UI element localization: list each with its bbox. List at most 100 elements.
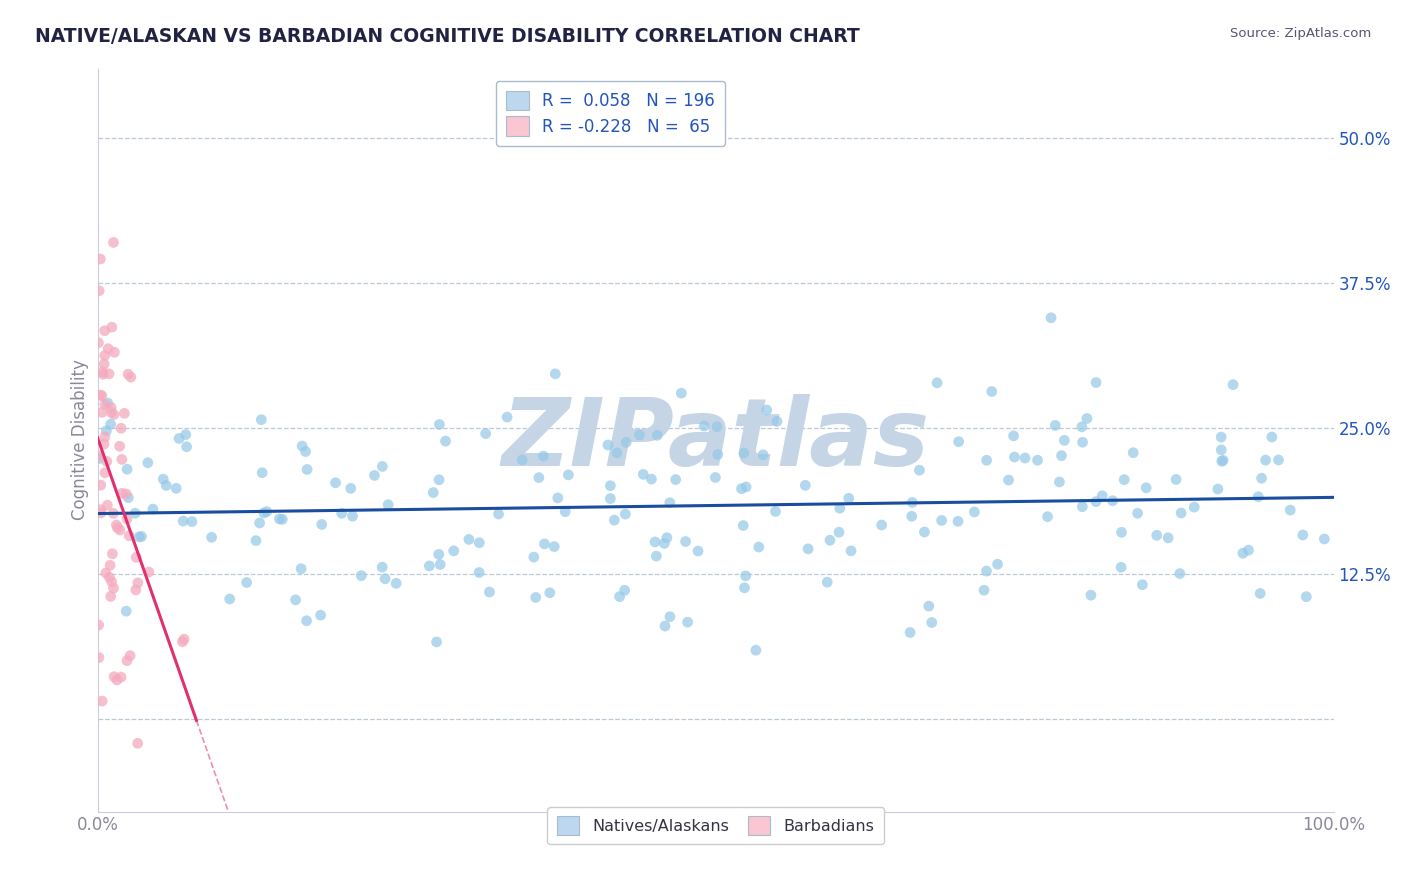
Point — [98, 367, 121, 381]
Point — [1070, 420, 1092, 434]
Point — [633, 467, 655, 482]
Point — [925, 376, 948, 390]
Point — [912, 524, 935, 539]
Point — [901, 495, 924, 509]
Point — [101, 547, 124, 561]
Point — [645, 549, 668, 563]
Point — [91, 405, 114, 419]
Point — [89, 252, 111, 266]
Point — [117, 491, 139, 505]
Point — [748, 540, 770, 554]
Point — [1254, 453, 1277, 467]
Point — [1211, 454, 1233, 468]
Point — [96, 498, 118, 512]
Point — [142, 502, 165, 516]
Point — [1002, 429, 1025, 443]
Point — [87, 449, 110, 463]
Point — [117, 368, 139, 382]
Point — [93, 324, 115, 338]
Point — [1250, 471, 1272, 485]
Point — [1004, 450, 1026, 464]
Point — [1222, 377, 1244, 392]
Point — [1111, 525, 1133, 540]
Point — [90, 388, 112, 402]
Point — [429, 417, 451, 432]
Point — [730, 482, 752, 496]
Point — [294, 444, 316, 458]
Point — [91, 365, 114, 379]
Point — [468, 535, 491, 549]
Point — [93, 357, 115, 371]
Point — [112, 406, 135, 420]
Point — [533, 537, 555, 551]
Point — [172, 634, 194, 648]
Point — [87, 618, 110, 632]
Point — [1109, 560, 1132, 574]
Point — [94, 566, 117, 580]
Point — [180, 515, 202, 529]
Point — [250, 466, 273, 480]
Point — [794, 478, 817, 492]
Point — [973, 583, 995, 598]
Point — [818, 533, 841, 548]
Point — [1053, 434, 1076, 448]
Point — [1101, 493, 1123, 508]
Point — [1026, 453, 1049, 467]
Point — [87, 335, 110, 350]
Point — [524, 591, 547, 605]
Point — [218, 592, 240, 607]
Point — [654, 619, 676, 633]
Y-axis label: Cognitive Disability: Cognitive Disability — [72, 359, 89, 520]
Point — [496, 410, 519, 425]
Point — [457, 533, 479, 547]
Point — [1164, 473, 1187, 487]
Point — [614, 435, 637, 450]
Point — [815, 575, 838, 590]
Point — [115, 654, 138, 668]
Point — [1182, 500, 1205, 515]
Point — [931, 513, 953, 527]
Point — [640, 472, 662, 486]
Point — [1122, 446, 1144, 460]
Point — [90, 478, 112, 492]
Point — [1249, 586, 1271, 600]
Point — [125, 550, 148, 565]
Point — [100, 401, 122, 415]
Point — [136, 456, 159, 470]
Point — [105, 518, 128, 533]
Point — [152, 472, 174, 486]
Point — [706, 419, 728, 434]
Point — [107, 521, 129, 535]
Point — [1085, 376, 1108, 390]
Point — [290, 562, 312, 576]
Text: NATIVE/ALASKAN VS BARBADIAN COGNITIVE DISABILITY CORRELATION CHART: NATIVE/ALASKAN VS BARBADIAN COGNITIVE DI… — [35, 27, 860, 45]
Point — [659, 609, 682, 624]
Point — [94, 349, 117, 363]
Point — [948, 434, 970, 449]
Point — [733, 518, 755, 533]
Point — [1313, 532, 1336, 546]
Point — [256, 505, 278, 519]
Point — [1168, 566, 1191, 581]
Point — [557, 467, 579, 482]
Point — [599, 478, 621, 492]
Point — [115, 604, 138, 618]
Point — [1036, 509, 1059, 524]
Point — [342, 509, 364, 524]
Point — [94, 397, 117, 411]
Point — [94, 430, 117, 444]
Point — [554, 505, 576, 519]
Point — [90, 506, 112, 520]
Point — [676, 615, 699, 629]
Point — [1047, 475, 1070, 489]
Point — [1126, 506, 1149, 520]
Point — [1279, 503, 1302, 517]
Point — [350, 568, 373, 582]
Point — [1146, 528, 1168, 542]
Point — [1114, 473, 1136, 487]
Point — [644, 535, 666, 549]
Point — [963, 505, 986, 519]
Point — [131, 529, 153, 543]
Point — [249, 516, 271, 530]
Point — [176, 440, 198, 454]
